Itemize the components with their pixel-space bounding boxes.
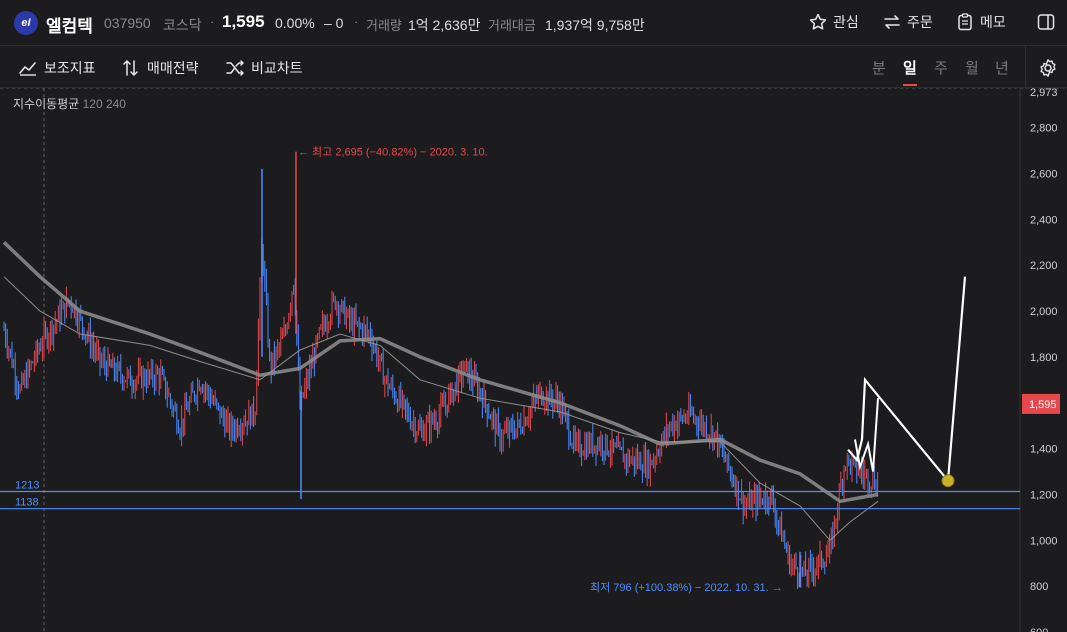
order-label: 주문 xyxy=(907,14,933,30)
y-tick-label: 2,800 xyxy=(1030,123,1058,135)
line-chart-icon xyxy=(19,62,36,76)
y-tick-label: 2,973 xyxy=(1030,88,1058,99)
y-tick-label: 600 xyxy=(1030,627,1048,632)
volume-label: 거래량 xyxy=(366,18,402,33)
memo-button[interactable]: 메모 xyxy=(955,12,1006,32)
separator-dot: · xyxy=(354,14,359,29)
y-axis: 2,9732,8002,6002,4002,2002,0001,8001,600… xyxy=(1030,88,1058,632)
side-panel-icon[interactable] xyxy=(1036,12,1056,32)
current-price-tag: 1,595 xyxy=(1022,393,1060,414)
clipboard-icon xyxy=(958,13,972,31)
watch-button[interactable]: 관심 xyxy=(808,12,859,32)
price-chart[interactable]: 1213 1138 2,973 2,800 2,600 2,400 2,200 2,000 1… xyxy=(0,88,1067,632)
change-value: – 0 xyxy=(324,15,344,31)
high-annotation: ← 최고 2,695 (−40.82%) − 2020. 3. 10. xyxy=(298,146,488,159)
market-name: 코스닥 xyxy=(163,17,202,33)
stock-name: 엘컴텍 xyxy=(46,17,93,36)
y-tick-label: 2,200 xyxy=(1030,260,1058,272)
y-tick-label: 2,600 xyxy=(1030,169,1058,181)
current-price: 1,595 xyxy=(222,12,265,31)
stock-code: 037950 xyxy=(104,15,151,31)
indicator-name: 지수이동평균 xyxy=(13,97,80,111)
indicator-params: 120 240 xyxy=(82,97,126,111)
low-annotation: 최저 796 (+100.38%) − 2022. 10. 31. → xyxy=(590,581,783,594)
candles xyxy=(3,151,879,590)
ema-short-line xyxy=(3,276,879,542)
period-week[interactable]: 주 xyxy=(934,60,948,77)
watch-label: 관심 xyxy=(833,14,859,30)
trend-drawing[interactable] xyxy=(847,276,967,484)
separator-dot: · xyxy=(210,14,215,29)
active-period-indicator xyxy=(903,84,917,86)
indicators-button[interactable]: 보조지표 xyxy=(18,58,96,78)
strategy-label: 매매전략 xyxy=(147,60,199,76)
compare-button[interactable]: 비교차트 xyxy=(225,58,303,78)
indicators-label: 보조지표 xyxy=(44,60,96,76)
drawing-anchor-marker[interactable] xyxy=(941,474,955,488)
price-tag-label: 1,595 xyxy=(1029,399,1057,411)
chart-toolbar: 보조지표 매매전략 비교차트 분 일 주 월 년 xyxy=(0,46,1067,88)
compare-label: 비교차트 xyxy=(251,60,303,76)
star-icon xyxy=(809,13,827,30)
swap-arrows-icon xyxy=(884,15,900,29)
y-tick-label: 1,800 xyxy=(1030,352,1058,364)
y-tick-label: 1,000 xyxy=(1030,535,1058,547)
amount-label: 거래대금 xyxy=(488,18,536,33)
support-line-label: 1138 xyxy=(15,497,39,509)
volume-value: 1억 2,636만 xyxy=(408,17,481,33)
toolbar-divider xyxy=(1025,46,1026,88)
y-tick-label: 1,400 xyxy=(1030,444,1058,456)
y-tick-label: 800 xyxy=(1030,581,1048,593)
header-bar: eI 엘컴텍 037950 코스닥 · 1,595 0.00% – 0 · 거래… xyxy=(0,0,1067,46)
settings-gear-icon[interactable] xyxy=(1038,58,1058,78)
y-tick-label: 1,200 xyxy=(1030,489,1058,501)
trend-drawing-segment[interactable] xyxy=(854,398,879,472)
y-tick-label: 2,400 xyxy=(1030,214,1058,226)
period-year[interactable]: 년 xyxy=(995,60,1009,77)
horizontal-lines[interactable]: 1213 1138 xyxy=(0,479,1020,510)
price-tag-bg xyxy=(1022,393,1060,414)
memo-label: 메모 xyxy=(980,14,1006,30)
indicator-legend[interactable]: 지수이동평균 120 240 xyxy=(13,95,126,112)
support-line-label: 1213 xyxy=(15,479,39,491)
strategy-button[interactable]: 매매전략 xyxy=(121,58,199,78)
y-tick-label: 2,000 xyxy=(1030,306,1058,318)
period-month[interactable]: 월 xyxy=(965,60,979,77)
shuffle-icon xyxy=(226,60,244,76)
company-logo-icon: eI xyxy=(14,11,38,35)
amount-value: 1,937억 9,758만 xyxy=(545,17,645,33)
up-down-arrows-icon xyxy=(123,60,138,76)
change-percent: 0.00% xyxy=(275,15,315,31)
period-minute[interactable]: 분 xyxy=(872,60,886,77)
period-day[interactable]: 일 xyxy=(903,60,917,77)
order-button[interactable]: 주문 xyxy=(882,12,933,32)
ema-long-line xyxy=(2,241,879,504)
